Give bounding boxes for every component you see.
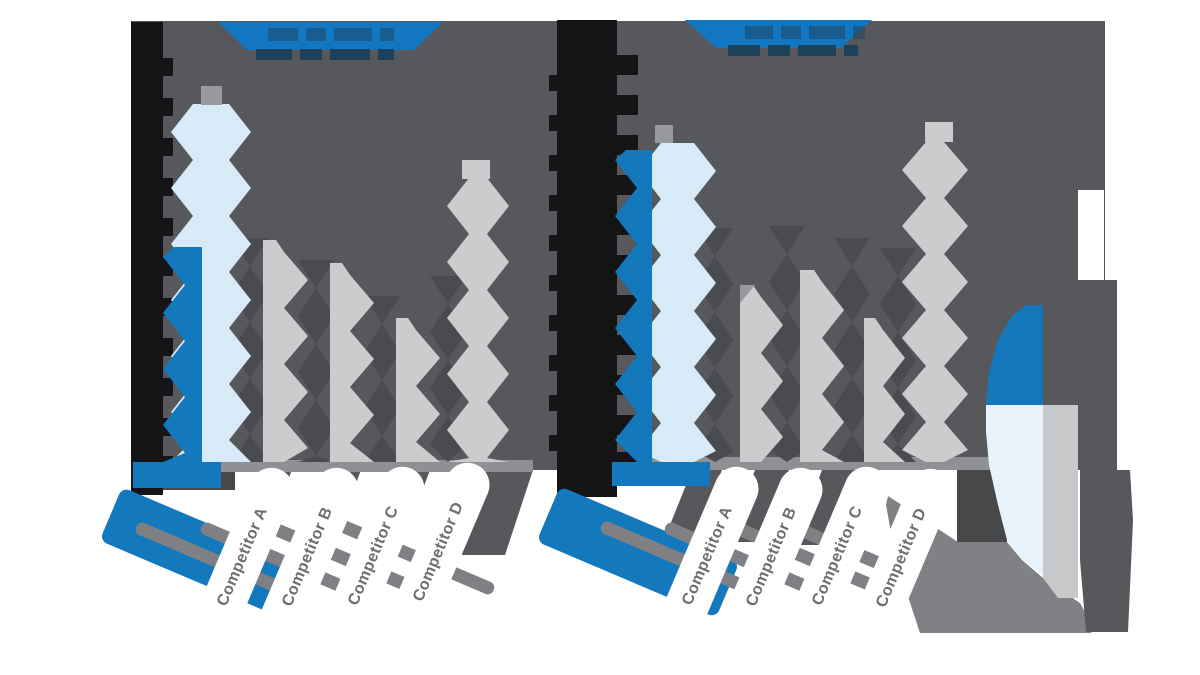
bar-shadow	[298, 260, 334, 462]
y-axis-tick	[163, 218, 173, 236]
bar	[615, 150, 652, 462]
bar-shadow	[834, 238, 870, 462]
title-ribbon	[218, 22, 443, 50]
y-axis-tick	[549, 355, 557, 371]
right-dark-column	[1080, 470, 1133, 632]
legend-swatch-light-blue	[986, 405, 1043, 575]
ribbon-text-fragment	[334, 28, 372, 41]
ribbon-text-fragment	[378, 49, 394, 60]
y-axis-tick	[617, 55, 638, 75]
bar-top-cap	[655, 125, 673, 143]
bar-shadow	[769, 226, 805, 462]
erased-notch	[1078, 190, 1104, 280]
bar-top-cap	[740, 285, 755, 303]
bar	[902, 142, 968, 462]
ribbon-text-fragment	[844, 45, 858, 56]
ribbon-text-fragment	[300, 49, 322, 60]
y-axis-tick	[549, 275, 557, 291]
brand-label-band	[612, 462, 710, 486]
y-axis-tick	[163, 178, 173, 196]
y-axis-tick	[163, 138, 173, 156]
ribbon-text-fragment	[853, 26, 865, 39]
bar	[330, 263, 374, 462]
bar	[800, 270, 844, 462]
bar-top-cap	[462, 160, 490, 179]
bar	[396, 318, 440, 462]
bar-top-cap	[925, 122, 953, 142]
brand-label-band	[133, 462, 221, 488]
y-axis-tick	[163, 378, 173, 396]
ribbon-text-fragment	[809, 26, 845, 39]
ribbon-text-fragment	[798, 45, 836, 56]
bottom-right-gray-region	[886, 496, 1094, 633]
y-axis-tick	[163, 258, 173, 276]
y-axis-tick	[549, 395, 557, 411]
bar	[740, 285, 783, 462]
ribbon-text-fragment	[745, 26, 773, 39]
bar-shadow	[364, 296, 400, 462]
bar-top-cap	[201, 86, 222, 105]
bar	[163, 247, 202, 462]
ribbon-text-fragment	[380, 28, 394, 41]
bar	[639, 143, 716, 462]
legend-gray-column	[1043, 405, 1078, 598]
y-axis-tick	[549, 435, 557, 451]
ribbon-text-fragment	[330, 49, 370, 60]
ribbon-text-fragment	[306, 28, 326, 41]
y-axis-tick	[549, 115, 557, 131]
y-axis-tick	[163, 98, 173, 116]
ribbon-text-fragment	[268, 28, 298, 41]
ribbon-text-fragment	[728, 45, 760, 56]
y-axis-tick	[549, 315, 557, 331]
ribbon-text-fragment	[256, 49, 292, 60]
ribbon-text-fragment	[768, 45, 790, 56]
y-axis-tick	[163, 58, 173, 76]
bar	[263, 240, 308, 462]
bar	[447, 178, 509, 462]
y-axis-tick	[549, 235, 557, 251]
y-axis-strip	[557, 20, 617, 497]
panel-bottom-wedge	[664, 470, 722, 540]
y-axis-strip	[131, 22, 163, 495]
y-axis-tick	[549, 155, 557, 171]
y-axis-tick	[617, 95, 638, 115]
bar	[864, 318, 905, 462]
y-axis-tick	[549, 75, 557, 91]
panel-bottom-wedge	[794, 470, 856, 545]
y-axis-tick	[163, 338, 173, 356]
ribbon-text-fragment	[781, 26, 801, 39]
legend-swatch-blue	[986, 305, 1043, 405]
y-axis-tick	[549, 195, 557, 211]
